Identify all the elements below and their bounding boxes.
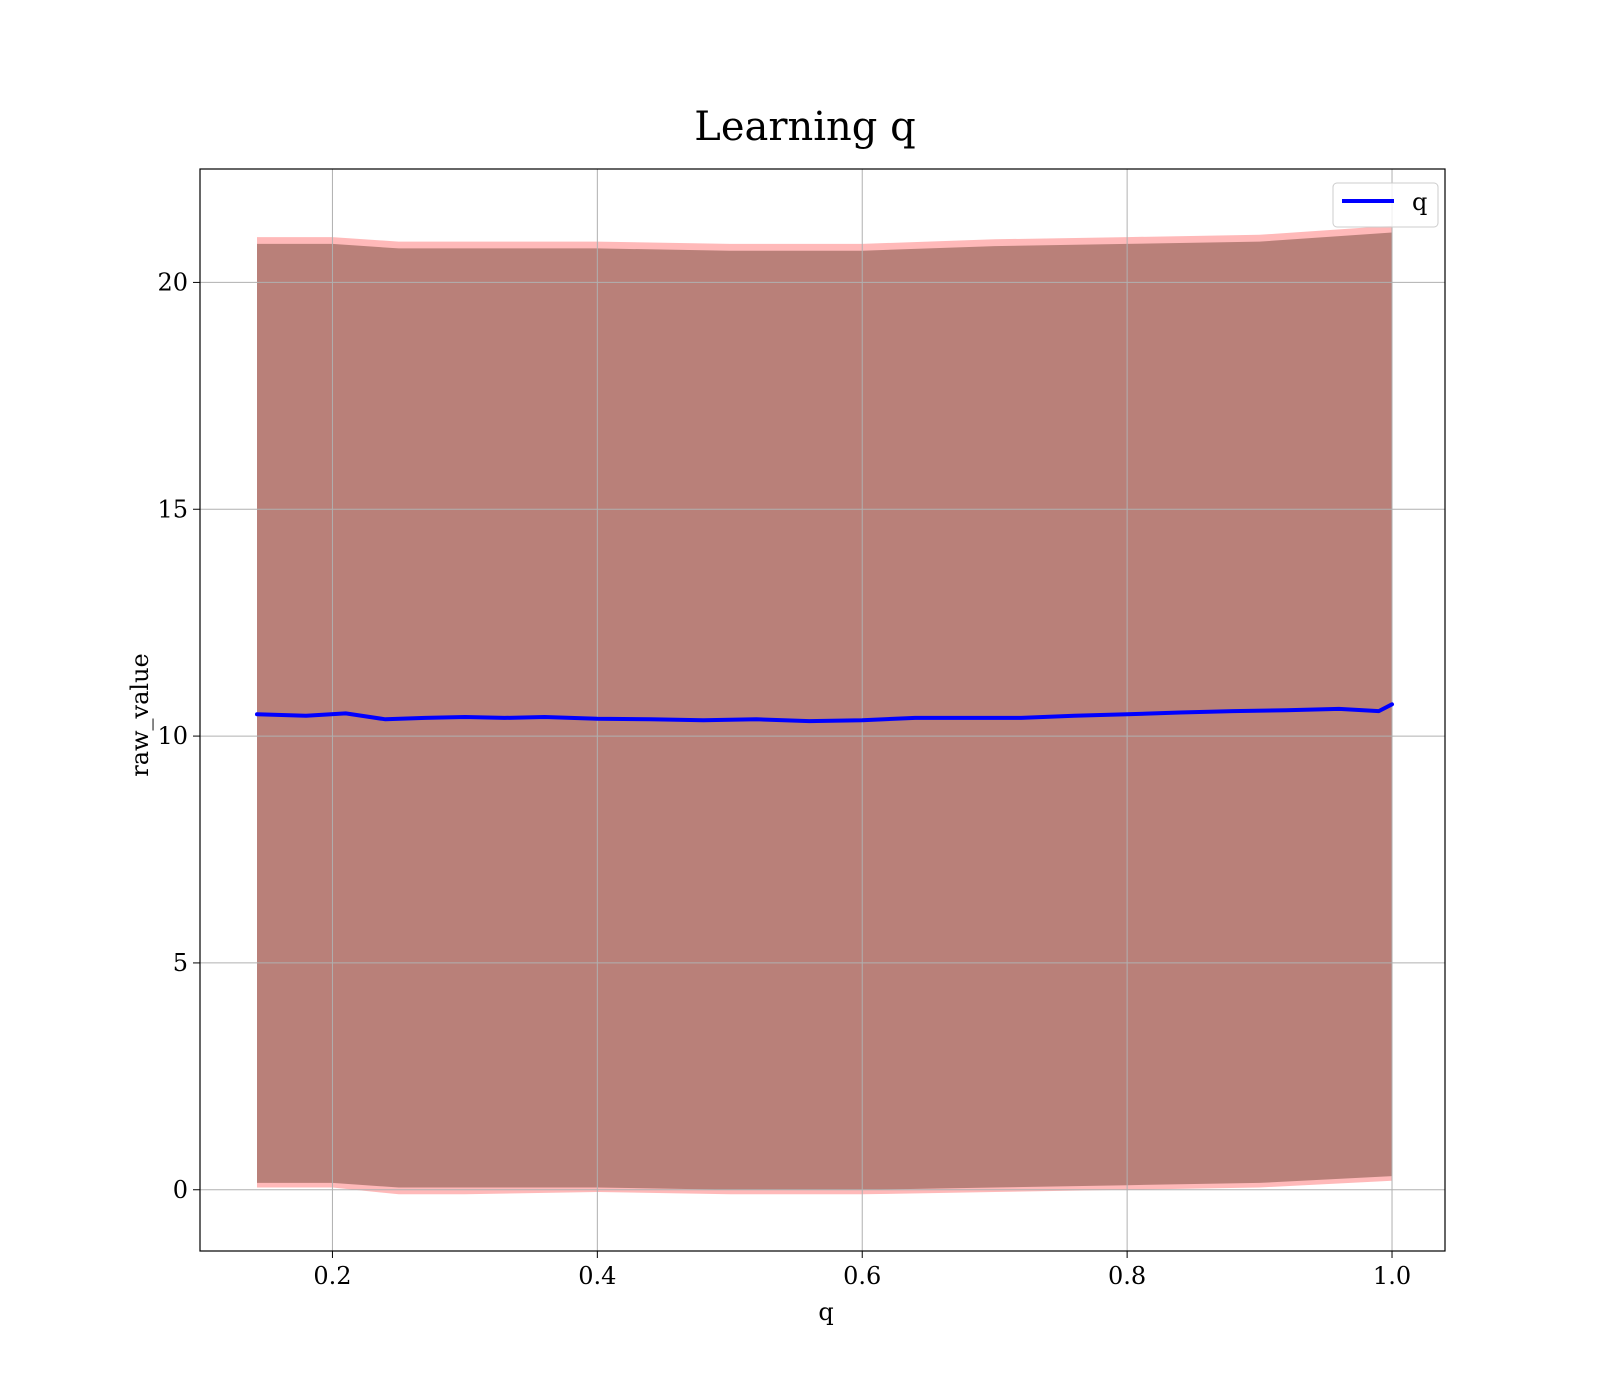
series-line-q <box>255 702 1394 724</box>
x-tick-label: 0.6 <box>843 1262 881 1290</box>
y-tick-label: 5 <box>173 949 188 977</box>
chart-title: Learning q <box>694 104 915 150</box>
y-axis-ticks: 0 5 10 15 20 <box>157 268 200 1204</box>
x-tick-label: 0.4 <box>578 1262 616 1290</box>
y-tick-label: 15 <box>157 495 188 523</box>
legend-label-q: q <box>1412 188 1427 216</box>
confidence-bands <box>257 225 1392 1195</box>
y-tick-label: 0 <box>173 1176 188 1204</box>
legend: q <box>1332 182 1439 228</box>
y-axis-label: raw_value <box>126 653 154 777</box>
y-tick-label: 10 <box>157 722 188 750</box>
confidence-band-1 <box>257 232 1392 1190</box>
grid-lines <box>200 169 1445 1251</box>
series-lines <box>255 702 1394 724</box>
x-axis-label: q <box>818 1298 833 1326</box>
plot-frame <box>199 168 1446 1252</box>
y-tick-label: 20 <box>157 268 188 296</box>
x-tick-label: 1.0 <box>1373 1262 1411 1290</box>
x-tick-label: 0.2 <box>313 1262 351 1290</box>
x-axis-ticks: 0.2 0.4 0.6 0.8 1.0 <box>313 1251 1411 1290</box>
legend-box <box>1332 182 1439 228</box>
x-tick-label: 0.8 <box>1108 1262 1146 1290</box>
